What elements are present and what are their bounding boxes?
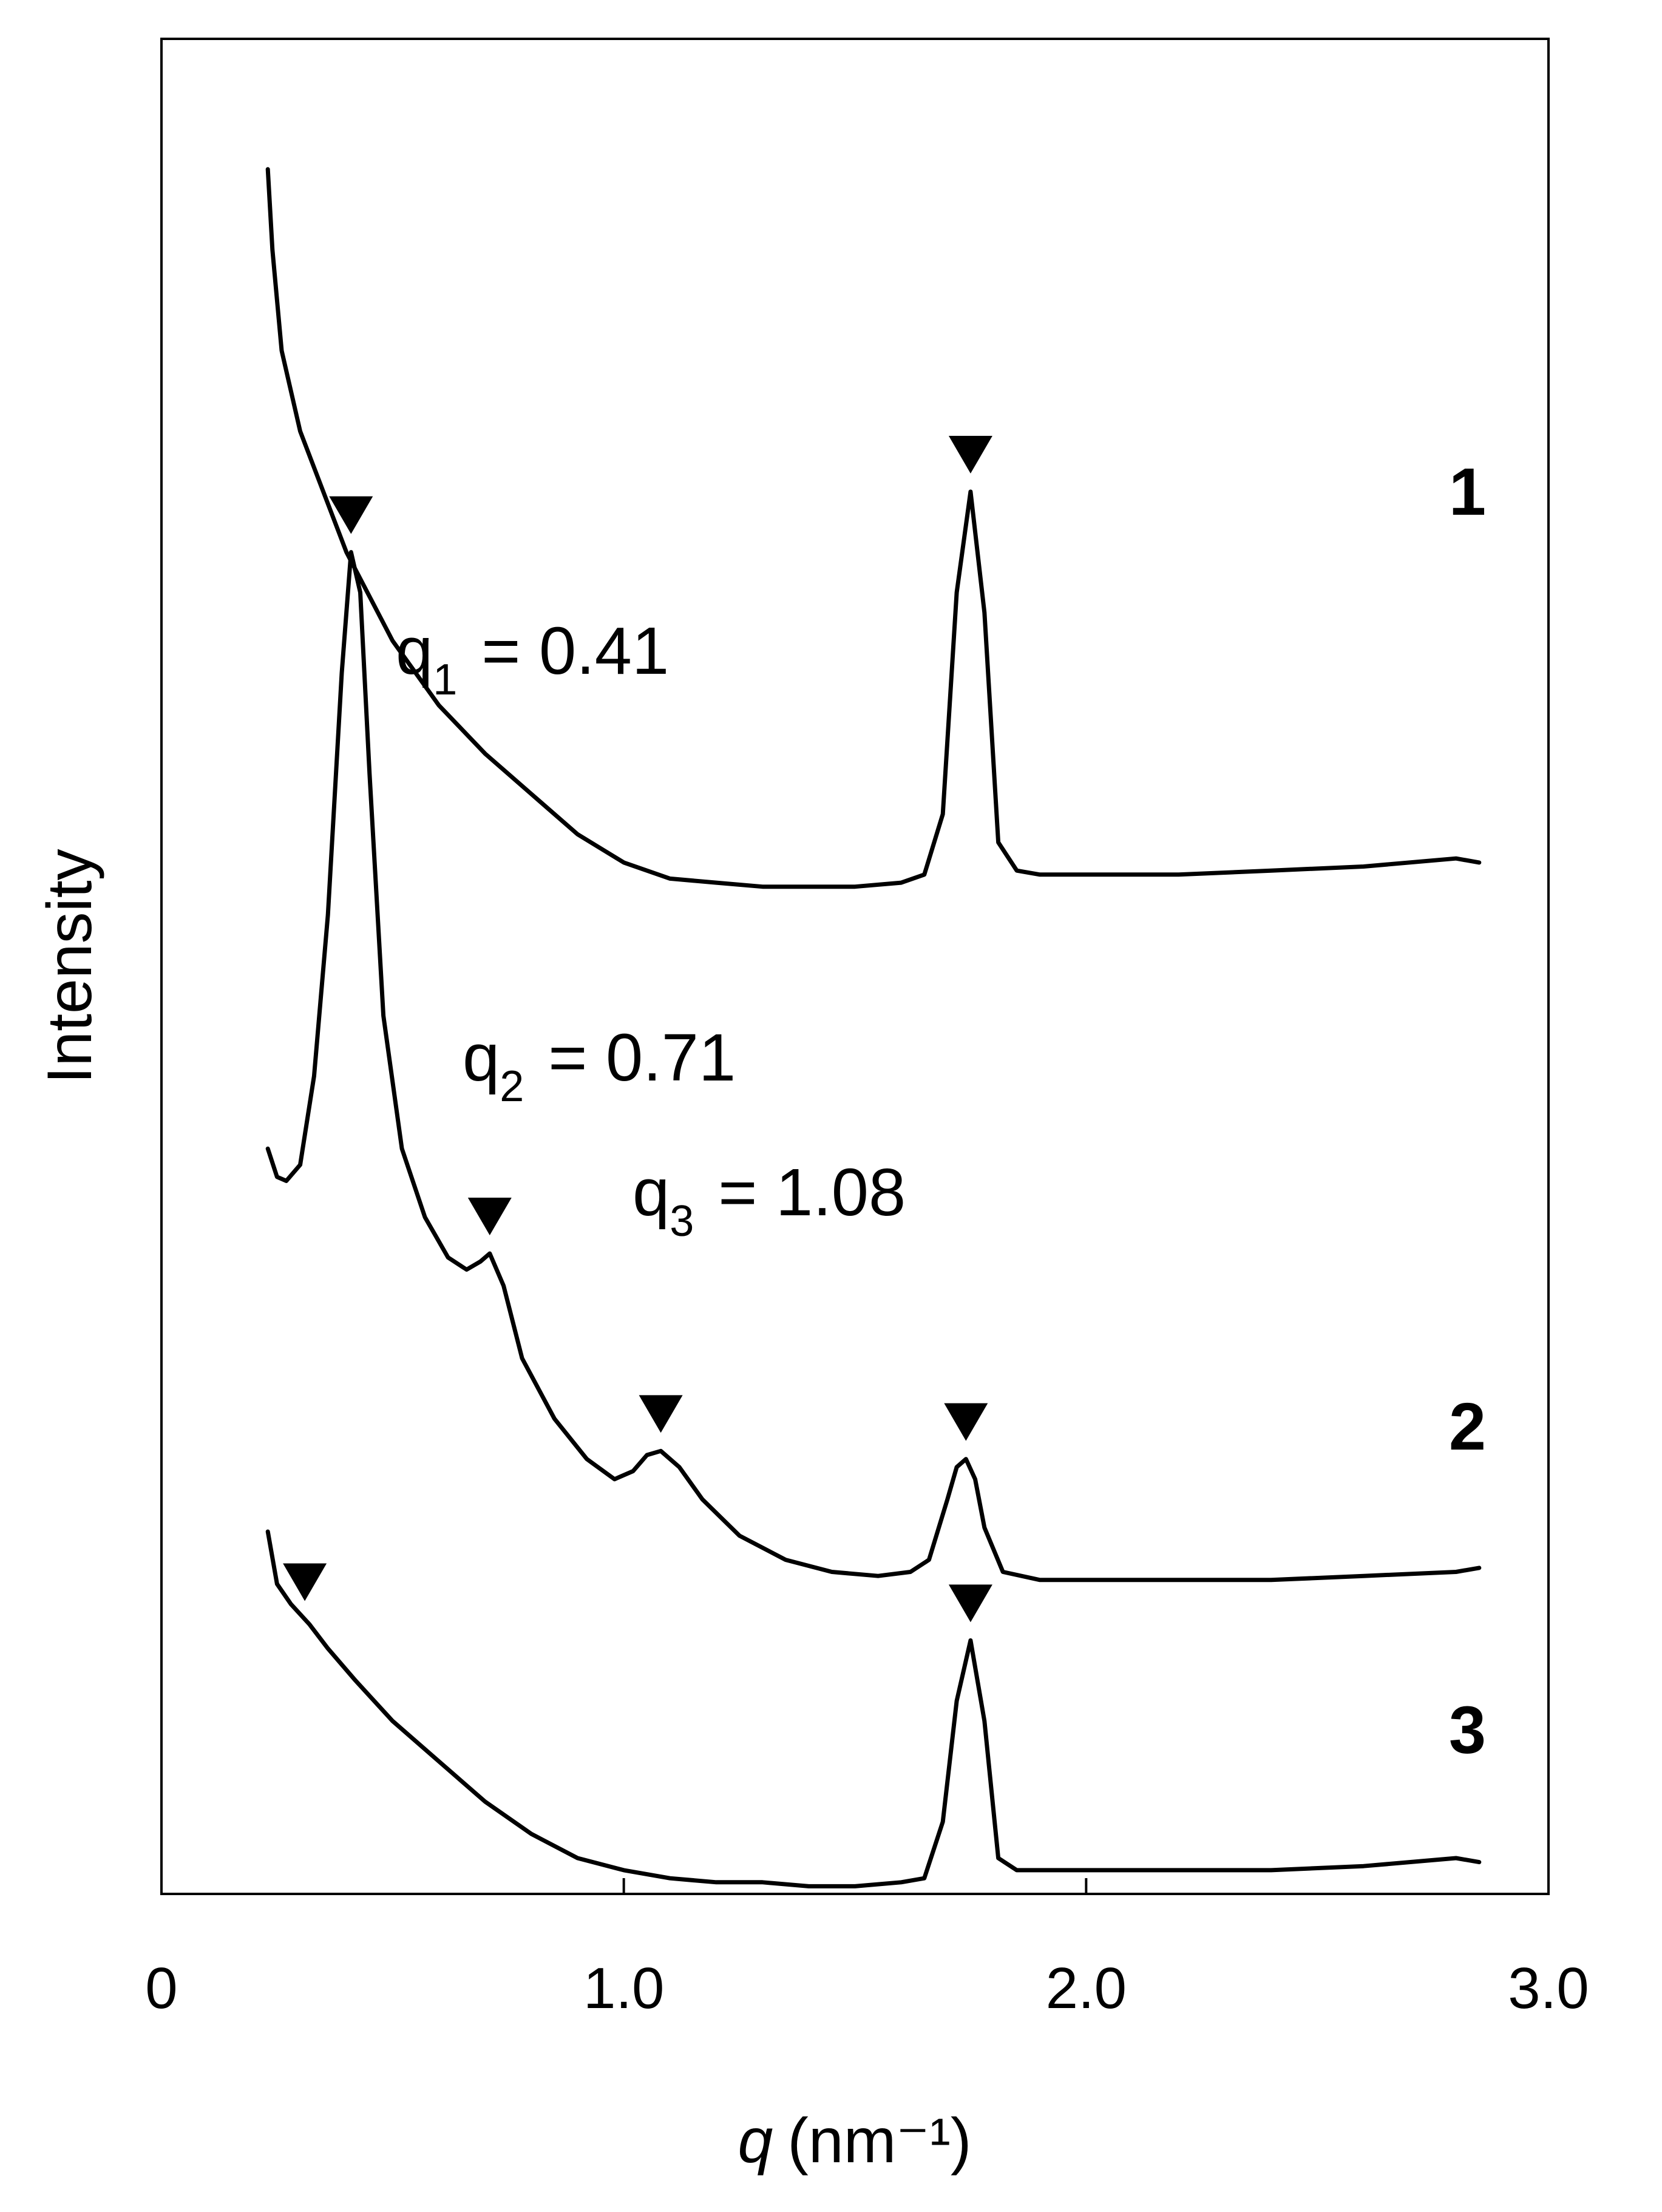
y-axis-title: Intensity: [35, 849, 105, 1084]
peak-marker: [283, 1563, 327, 1601]
x-axis-title-unit: (nm⁻¹): [787, 2106, 971, 2176]
annotation-q2: q2 = 0.71: [463, 1020, 736, 1111]
annotation-q2-subscript: 2: [500, 1062, 524, 1111]
x-tick-label: 2.0: [1046, 1956, 1127, 2021]
annotation-q2-symbol: q: [463, 1020, 500, 1095]
x-axis-title-symbol: q: [738, 2106, 773, 2176]
x-tick-label: 3.0: [1508, 1956, 1589, 2021]
peak-marker: [467, 1197, 512, 1235]
peak-markers: [283, 436, 992, 1623]
annotation-q1-symbol: q: [396, 614, 433, 688]
series-line-3: [265, 1529, 1482, 1888]
annotation-q3-subscript: 3: [670, 1197, 694, 1246]
x-axis-ticks: [622, 1878, 1088, 1894]
series-label-2: 2: [1449, 1389, 1486, 1464]
series-layer: [265, 167, 1482, 1888]
annotation-q3: q3 = 1.08: [633, 1155, 906, 1246]
annotation-q1-value: = 0.41: [481, 614, 669, 688]
annotation-q1-subscript: 1: [433, 656, 457, 704]
x-axis-tick-labels: 0 1.0 2.0 3.0: [145, 1956, 1589, 2021]
x-axis-title: q (nm⁻¹): [738, 2106, 971, 2176]
peak-marker: [329, 496, 373, 534]
x-tick-label: 1.0: [583, 1956, 664, 2021]
annotation-q1: q1 = 0.41: [396, 614, 669, 704]
annotation-q3-symbol: q: [633, 1155, 670, 1230]
peak-marker: [948, 1584, 992, 1623]
series-line-1: [265, 167, 1482, 889]
series-line-2: [265, 550, 1482, 1583]
peak-marker: [944, 1403, 988, 1441]
peak-marker: [948, 436, 992, 473]
series-label-3: 3: [1449, 1693, 1486, 1768]
peak-marker: [639, 1395, 683, 1433]
x-tick-label: 0: [145, 1956, 177, 2021]
annotation-q3-value: = 1.08: [718, 1155, 906, 1230]
plot-frame: [160, 38, 1550, 1895]
series-label-1: 1: [1449, 455, 1486, 529]
annotation-q2-value: = 0.71: [548, 1020, 736, 1095]
